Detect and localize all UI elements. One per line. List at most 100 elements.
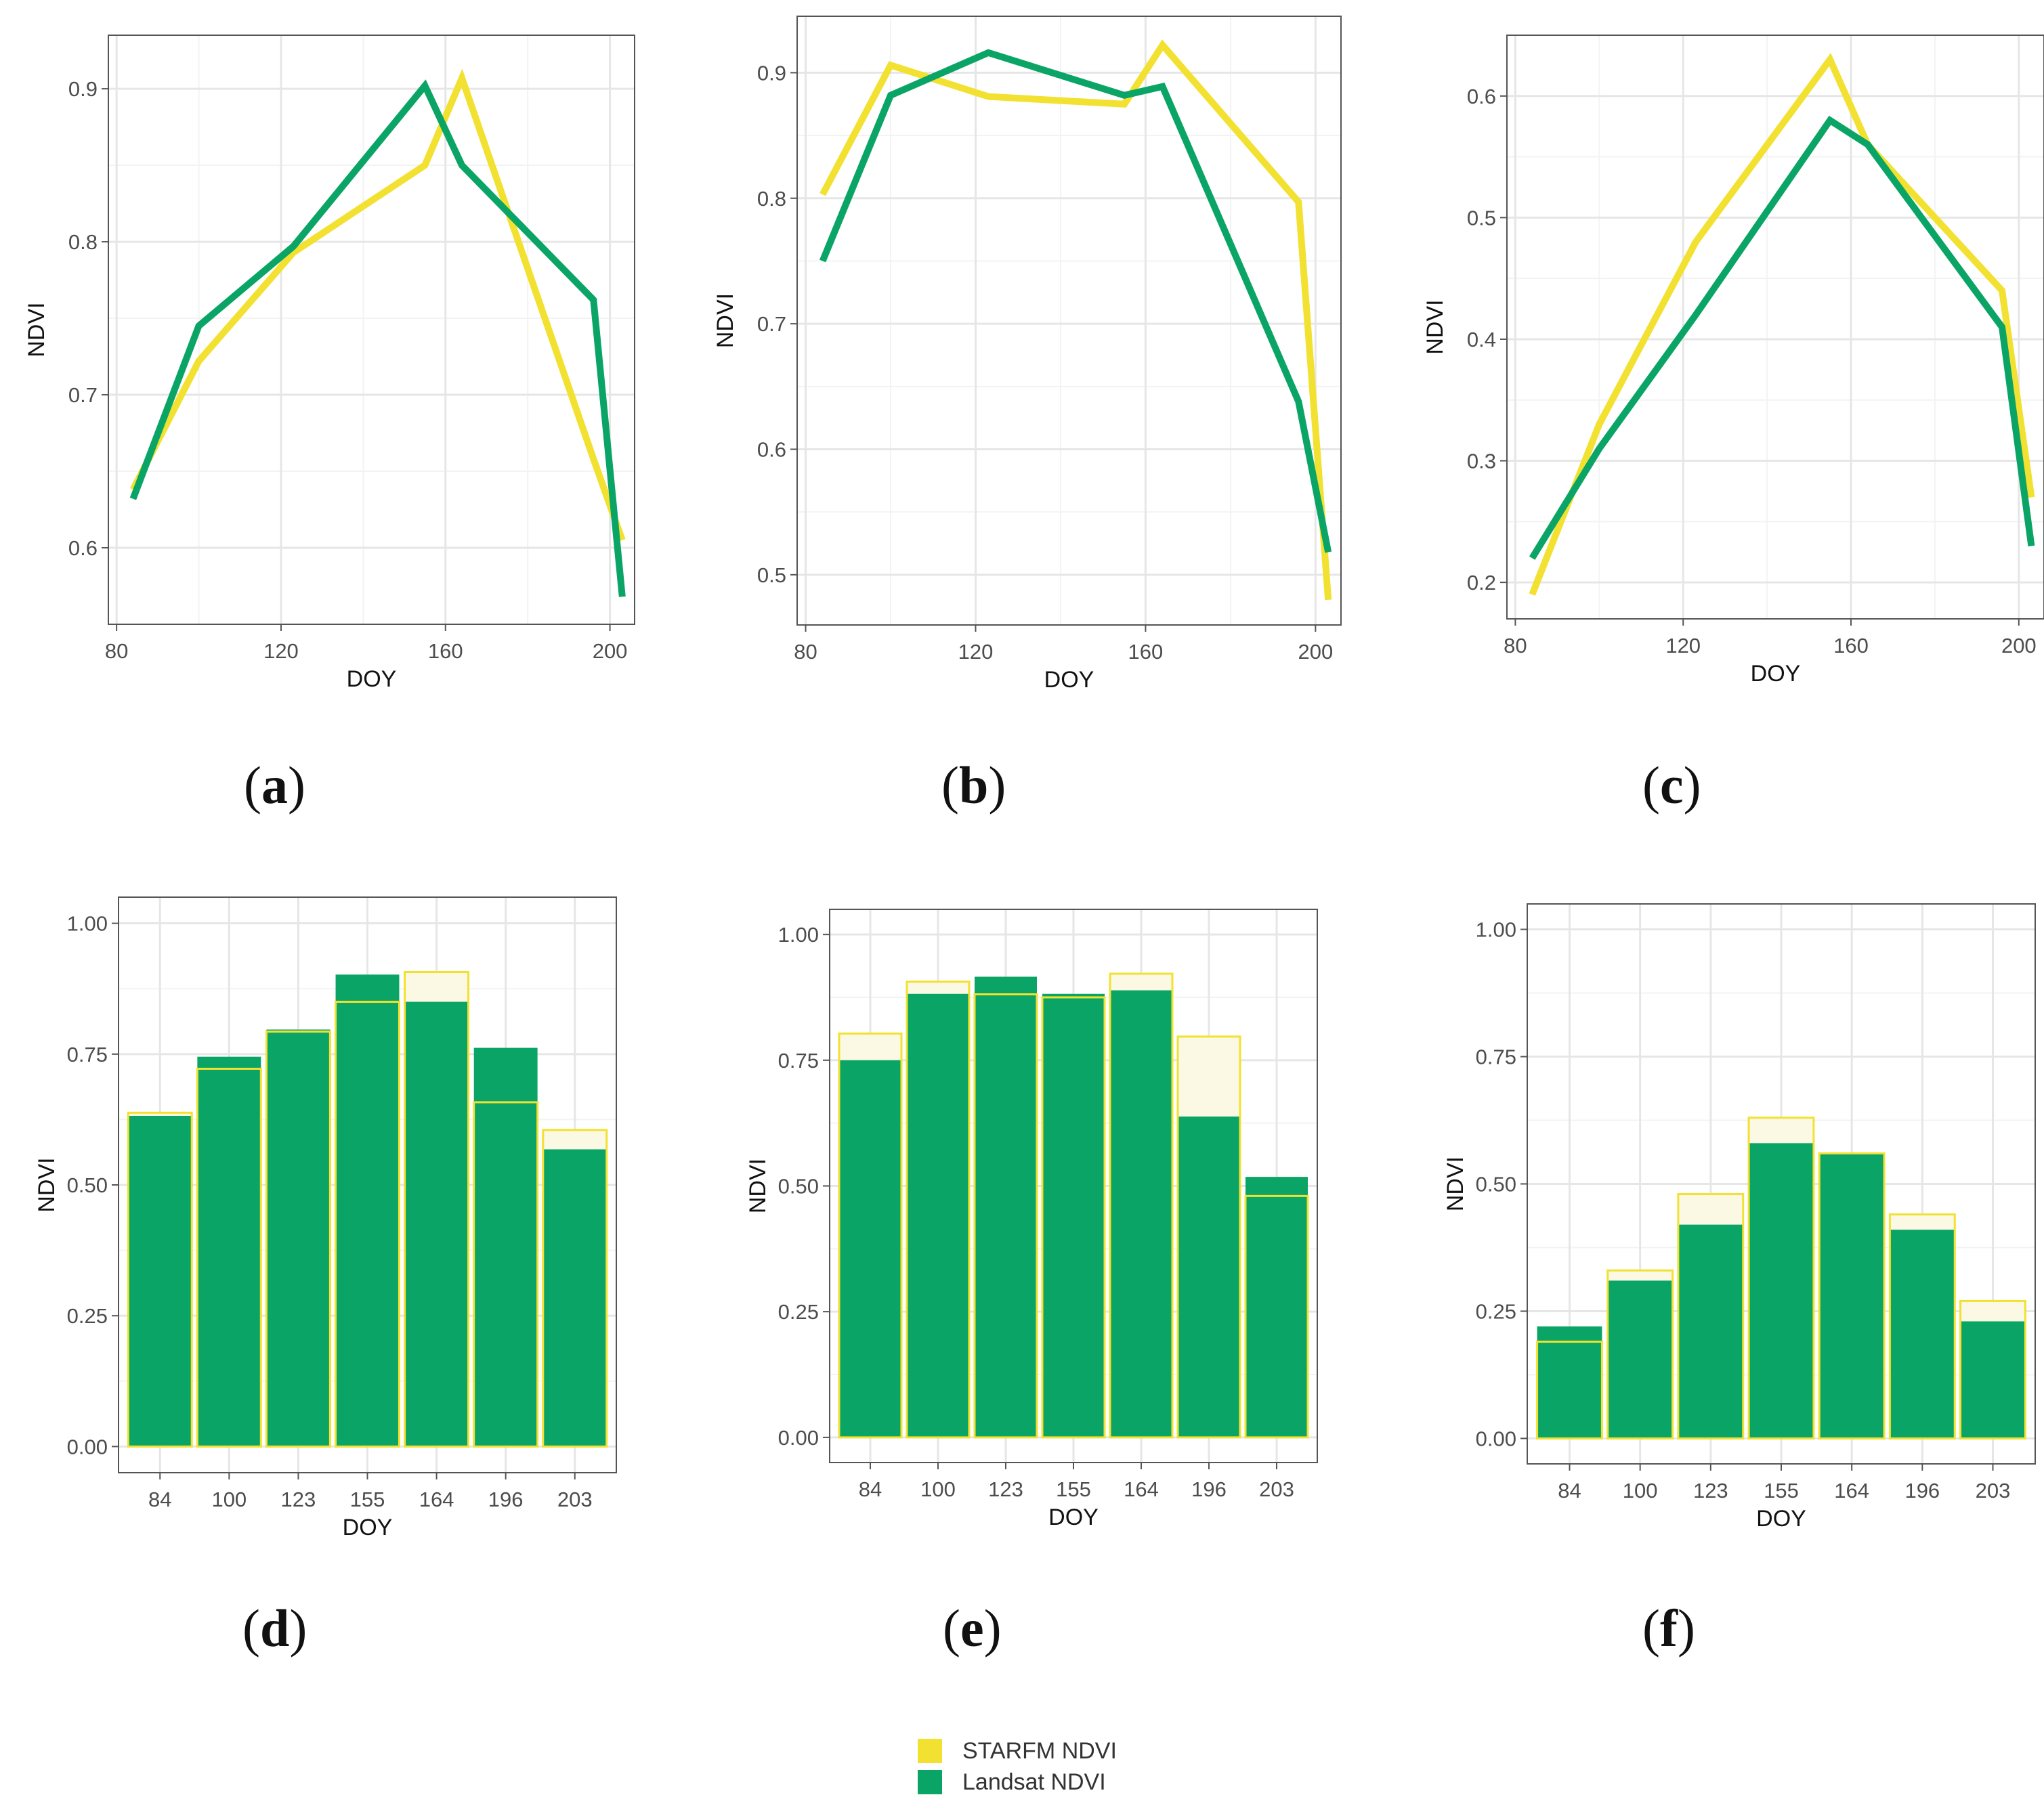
y-tick-label-c: 0.2 — [1467, 571, 1496, 594]
landsat-bar-e-84 — [839, 1060, 901, 1437]
x-tick-label-c: 160 — [1833, 634, 1869, 657]
legend-swatch-starfm — [918, 1739, 942, 1763]
chart-b: 0.5 0.6 0.7 0.8 0.9 80 120 160 200 DOY NDVI — [712, 16, 1342, 693]
landsat-bar-e-100 — [907, 993, 969, 1437]
y-tick-label-a: 0.6 — [68, 536, 98, 560]
chart-c: 0.2 0.3 0.4 0.5 0.6 80 120 160 200 DOY NDVI — [1422, 35, 2044, 687]
landsat-line-a — [129, 79, 626, 597]
x-tick-label-e: 164 — [1124, 1477, 1159, 1501]
landsat-line-b — [819, 49, 1332, 553]
starfm-line-c — [1529, 53, 2035, 596]
x-tick-label-a: 120 — [263, 639, 299, 663]
x-axis-title-c: DOY — [1751, 661, 1801, 687]
landsat-bar-f-84 — [1537, 1326, 1602, 1439]
x-tick-label-b: 120 — [958, 640, 994, 664]
x-tick-label-f: 203 — [1976, 1479, 2011, 1502]
x-tick-label-e: 196 — [1191, 1477, 1227, 1501]
starfm-bar-outline-d-84 — [127, 1111, 193, 1448]
y-tick-label-e: 0.75 — [778, 1049, 819, 1073]
y-tick-label-e: 0.00 — [778, 1426, 819, 1450]
landsat-bar-e-155 — [1042, 993, 1105, 1437]
y-tick-label-d: 0.00 — [67, 1435, 108, 1458]
y-tick-label-c: 0.5 — [1467, 206, 1496, 230]
landsat-bar-f-100 — [1607, 1280, 1673, 1439]
y-axis-title-d: NDVI — [34, 1157, 60, 1212]
panel-label-e: (e) — [943, 1599, 1002, 1658]
landsat-bar-e-196 — [1178, 1117, 1240, 1437]
starfm-bar-outline-e-155 — [1041, 996, 1106, 1439]
y-tick-label-a: 0.9 — [68, 77, 98, 101]
legend-item-landsat: Landsat NDVI — [918, 1766, 1106, 1798]
landsat-bar-e-203 — [1245, 1177, 1308, 1437]
x-tick-label-d: 164 — [419, 1488, 454, 1511]
y-tick-label-b: 0.5 — [757, 563, 786, 587]
x-tick-label-f: 123 — [1693, 1479, 1728, 1502]
y-axis-title-b: NDVI — [712, 293, 738, 348]
landsat-bar-f-164 — [1819, 1153, 1885, 1439]
x-tick-label-d: 155 — [350, 1488, 385, 1511]
y-tick-label-a: 0.7 — [68, 383, 98, 407]
landsat-bar-f-123 — [1678, 1224, 1743, 1439]
starfm-bar-outline-f-196 — [1888, 1213, 1956, 1440]
y-tick-label-d: 0.50 — [67, 1173, 108, 1197]
starfm-bar-outline-d-164 — [404, 971, 470, 1448]
y-tick-label-c: 0.3 — [1467, 450, 1496, 473]
x-tick-label-c: 80 — [1504, 634, 1527, 657]
chart-f: 0.00 0.25 0.50 0.75 1.00 84 100 123 155 164 196 203… — [1443, 903, 2036, 1532]
panel-label-b: (b) — [941, 756, 1006, 815]
panel-label-a: (a) — [244, 756, 305, 815]
starfm-bar-outline-e-164 — [1109, 972, 1174, 1439]
y-axis-title-a: NDVI — [24, 302, 49, 357]
y-tick-label-e: 1.00 — [778, 923, 819, 947]
y-tick-label-f: 1.00 — [1476, 918, 1516, 942]
legend: STARFM NDVI Landsat NDVI — [918, 1735, 1202, 1809]
starfm-bar-outline-e-203 — [1244, 1194, 1309, 1439]
x-tick-label-e: 155 — [1056, 1477, 1091, 1501]
starfm-bar-outline-d-196 — [473, 1101, 539, 1448]
x-tick-label-f: 164 — [1834, 1479, 1869, 1502]
x-tick-label-c: 120 — [1665, 634, 1701, 657]
y-tick-label-c: 0.6 — [1467, 85, 1496, 108]
landsat-bar-d-84 — [128, 1116, 192, 1447]
x-axis-title-e: DOY — [1048, 1505, 1099, 1530]
landsat-bar-f-203 — [1960, 1321, 2026, 1439]
y-tick-label-b: 0.6 — [757, 437, 786, 461]
y-tick-label-d: 1.00 — [67, 912, 108, 936]
x-tick-label-f: 155 — [1764, 1479, 1799, 1502]
starfm-line-b — [819, 39, 1332, 601]
x-axis-title-f: DOY — [1756, 1506, 1806, 1532]
legend-swatch-landsat — [918, 1770, 942, 1794]
starfm-bar-outline-f-100 — [1606, 1269, 1674, 1440]
x-tick-label-f: 84 — [1558, 1479, 1581, 1502]
y-tick-label-a: 0.8 — [68, 230, 98, 254]
landsat-bar-f-196 — [1890, 1230, 1955, 1439]
y-tick-label-b: 0.9 — [757, 61, 786, 85]
panel-label-a-text: a — [261, 756, 288, 815]
y-tick-label-b: 0.8 — [757, 187, 786, 211]
x-tick-label-f: 196 — [1904, 1479, 1940, 1502]
starfm-bar-outline-f-203 — [1959, 1299, 2026, 1440]
landsat-bar-d-203 — [542, 1149, 607, 1447]
y-tick-label-f: 0.75 — [1476, 1045, 1516, 1069]
starfm-bar-outline-f-84 — [1536, 1341, 1603, 1440]
landsat-bar-e-164 — [1110, 990, 1172, 1437]
x-tick-label-a: 160 — [428, 639, 463, 663]
starfm-bar-outline-f-164 — [1818, 1152, 1886, 1440]
y-tick-label-f: 0.00 — [1476, 1427, 1516, 1450]
chart-d: 0.00 0.25 0.50 0.75 1.00 84 100 123 155 164 196 203… — [34, 896, 617, 1540]
plot-frame-b — [796, 16, 1342, 626]
landsat-bar-f-155 — [1749, 1143, 1814, 1439]
x-tick-label-e: 100 — [920, 1477, 956, 1501]
landsat-bar-d-164 — [404, 1001, 469, 1447]
x-tick-label-d: 123 — [281, 1488, 316, 1511]
chart-e: 0.00 0.25 0.50 0.75 1.00 84 100 123 155 164 196 203… — [745, 909, 1318, 1530]
plot-frame-a — [108, 35, 635, 625]
legend-label-landsat: Landsat NDVI — [962, 1769, 1106, 1795]
y-tick-label-e: 0.50 — [778, 1175, 819, 1198]
panel-label-c-text: c — [1659, 756, 1684, 815]
chart-a: 0.6 0.7 0.8 0.9 80 120 160 200 DOY NDVI — [24, 35, 635, 692]
panel-label-f: (f) — [1642, 1599, 1695, 1658]
y-tick-label-b: 0.7 — [757, 312, 786, 336]
starfm-bar-outline-d-100 — [196, 1067, 262, 1448]
